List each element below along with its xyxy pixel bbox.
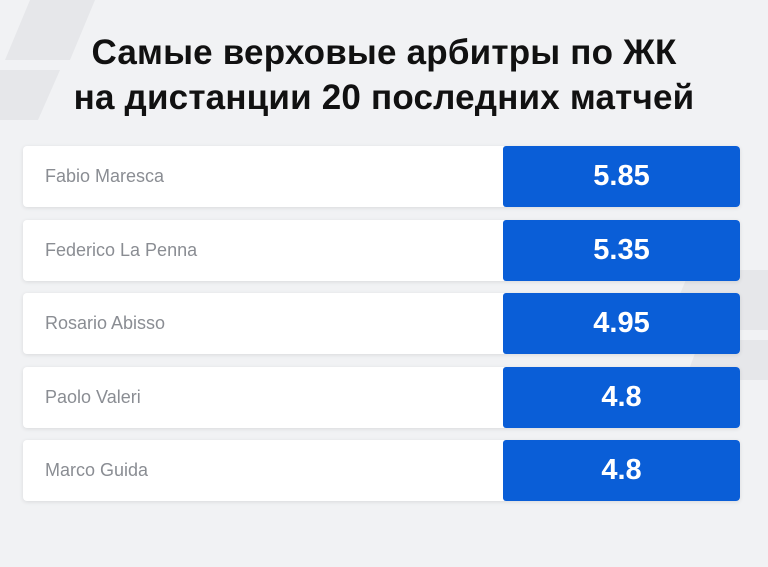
chart-title: Самые верховые арбитры по ЖК на дистанци… <box>0 30 768 120</box>
table-row: Rosario Abisso 4.95 <box>23 293 740 354</box>
value-box: 5.35 <box>503 220 740 281</box>
value-box: 4.8 <box>503 367 740 428</box>
value-box: 4.8 <box>503 440 740 501</box>
yellow-cards-value: 5.35 <box>593 234 650 266</box>
table-row: Federico La Penna 5.35 <box>23 220 740 281</box>
yellow-cards-value: 4.95 <box>593 307 650 339</box>
yellow-cards-value: 4.8 <box>601 381 642 413</box>
referee-name: Federico La Penna <box>45 240 198 260</box>
referee-name: Paolo Valeri <box>45 387 141 407</box>
table-row: Marco Guida 4.8 <box>23 440 740 501</box>
table-row: Fabio Maresca 5.85 <box>23 146 740 207</box>
title-line-2: на дистанции 20 последних матчей <box>73 78 695 117</box>
title-line-1: Самые верховые арбитры по ЖК <box>91 33 677 72</box>
yellow-cards-value: 4.8 <box>601 454 642 486</box>
table-row: Paolo Valeri 4.8 <box>23 367 740 428</box>
value-box: 5.85 <box>503 146 740 207</box>
referee-name: Marco Guida <box>45 460 149 480</box>
value-box: 4.95 <box>503 293 740 354</box>
yellow-cards-value: 5.85 <box>593 160 650 192</box>
referee-name: Rosario Abisso <box>45 313 166 333</box>
referee-name: Fabio Maresca <box>45 166 165 186</box>
